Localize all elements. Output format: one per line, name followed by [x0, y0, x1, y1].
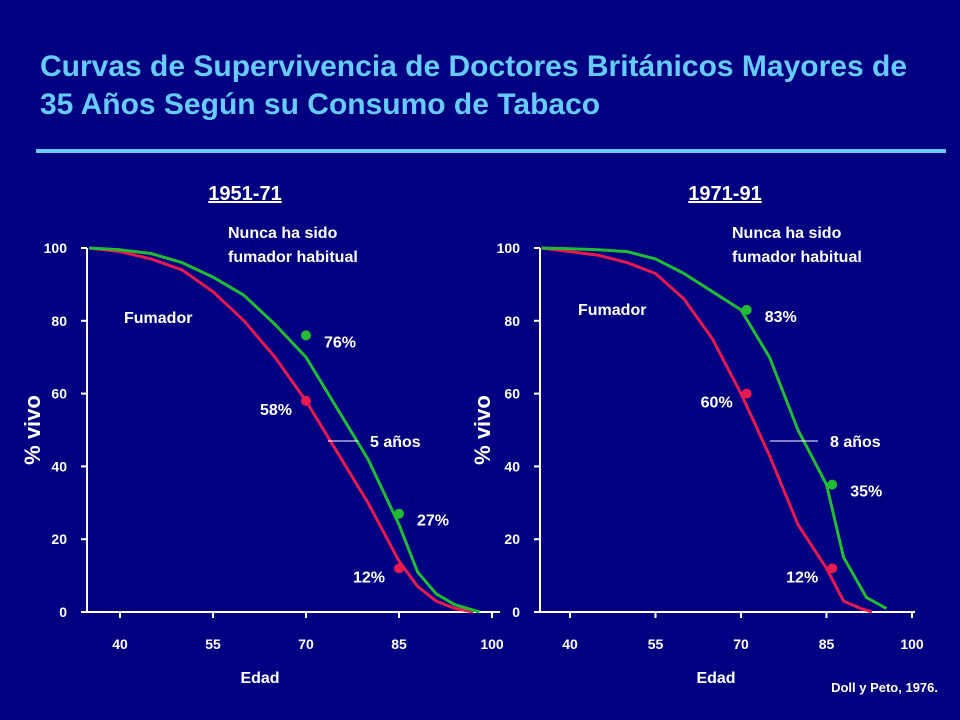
- chart-1971-91-x-tick-label-70: 70: [733, 636, 749, 652]
- chart-1971-91-series-label-smoker: Fumador: [578, 302, 646, 319]
- chart-1971-91-marker-3: [827, 563, 837, 573]
- chart-1951-71-x-tick-label-100: 100: [480, 636, 504, 652]
- chart-1971-91-marker-2: [827, 480, 837, 490]
- chart-1971-91-y-tick-label-0: 0: [512, 604, 520, 620]
- chart-1951-71-series-label-never-smoker-1: Nunca ha sido: [228, 225, 338, 242]
- chart-1971-91-y-tick-label-80: 80: [504, 313, 520, 329]
- chart-1971-91-y-axis-label: % vivo: [470, 395, 495, 465]
- chart-1951-71-y-tick-label-100: 100: [44, 240, 68, 256]
- chart-1971-91-marker-label-2: 35%: [850, 484, 882, 501]
- chart-1971-91-x-tick-label-85: 85: [819, 636, 835, 652]
- chart-1951-71-gap-label: 5 años: [370, 434, 421, 451]
- chart-1951-71-y-tick-label-0: 0: [59, 604, 67, 620]
- chart-1951-71-x-tick-label-55: 55: [205, 636, 221, 652]
- chart-1951-71-series-label-smoker: Fumador: [124, 310, 192, 327]
- chart-1951-71-x-axis-label: Edad: [240, 670, 279, 687]
- chart-1951-71-marker-0: [301, 330, 311, 340]
- chart-1951-71-period-label: 1951-71: [208, 183, 281, 205]
- chart-1971-91-x-tick-label-100: 100: [900, 636, 924, 652]
- chart-1971-91-marker-label-1: 60%: [701, 395, 733, 412]
- chart-1951-71-marker-label-0: 76%: [324, 334, 356, 351]
- chart-1951-71-marker-2: [394, 509, 404, 519]
- chart-1951-71-y-tick-label-60: 60: [51, 386, 67, 402]
- chart-1951-71-x-tick-label-70: 70: [298, 636, 314, 652]
- chart-1951-71-x-tick-label-85: 85: [391, 636, 407, 652]
- chart-1971-91-marker-1: [742, 389, 752, 399]
- chart-1951-71-series-smoker-line: [89, 248, 473, 612]
- chart-1971-91-period-label: 1971-91: [688, 183, 761, 205]
- chart-1971-91-x-tick-label-40: 40: [562, 636, 578, 652]
- chart-1971-91-series-label-never-smoker-1: Nunca ha sido: [732, 225, 842, 242]
- chart-1951-71-marker-1: [301, 396, 311, 406]
- chart-1971-91-marker-label-3: 12%: [786, 569, 818, 586]
- chart-1971-91-marker-label-0: 83%: [765, 309, 797, 326]
- chart-1971-91-gap-label: 8 años: [830, 434, 881, 451]
- chart-1951-71-x-tick-label-40: 40: [112, 636, 128, 652]
- chart-1951-71-marker-3: [394, 563, 404, 573]
- chart-1971-91-x-tick-label-55: 55: [648, 636, 664, 652]
- chart-1971-91-y-tick-label-60: 60: [504, 386, 520, 402]
- chart-1971-91-series-label-never-smoker-2: fumador habitual: [732, 249, 862, 266]
- chart-1951-71-marker-label-3: 12%: [353, 569, 385, 586]
- chart-1971-91-marker-0: [742, 305, 752, 315]
- chart-1951-71-marker-label-2: 27%: [417, 513, 449, 530]
- chart-1971-91-y-tick-label-20: 20: [504, 531, 520, 547]
- chart-1951-71-y-tick-label-80: 80: [51, 313, 67, 329]
- chart-1971-91-y-tick-label-40: 40: [504, 458, 520, 474]
- chart-1951-71-series-label-never-smoker-2: fumador habitual: [228, 249, 358, 266]
- chart-1971-91-x-axis-label: Edad: [696, 670, 735, 687]
- chart-1951-71-marker-label-1: 58%: [260, 402, 292, 419]
- chart-1971-91-y-tick-label-100: 100: [497, 240, 521, 256]
- chart-1951-71-series-never-smoker-line: [89, 248, 480, 612]
- chart-1951-71-y-tick-label-20: 20: [51, 531, 67, 547]
- source-citation: Doll y Peto, 1976.: [831, 680, 938, 695]
- chart-1951-71-y-axis-label: % vivo: [20, 395, 45, 465]
- chart-1951-71-y-tick-label-40: 40: [51, 458, 67, 474]
